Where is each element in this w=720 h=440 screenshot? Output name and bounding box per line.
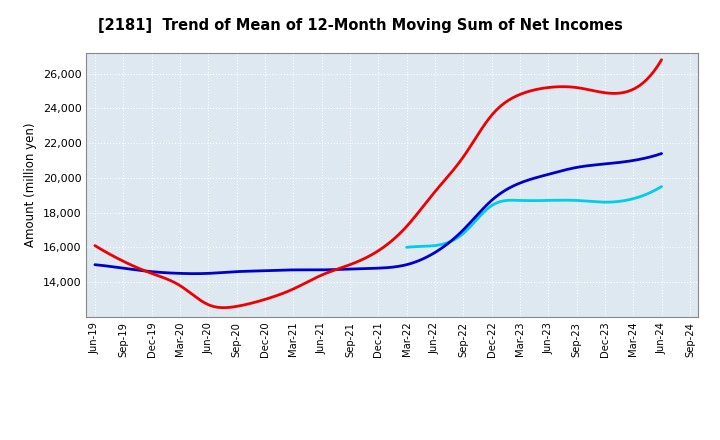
Text: [2181]  Trend of Mean of 12-Month Moving Sum of Net Incomes: [2181] Trend of Mean of 12-Month Moving … <box>98 18 622 33</box>
Y-axis label: Amount (million yen): Amount (million yen) <box>24 123 37 247</box>
